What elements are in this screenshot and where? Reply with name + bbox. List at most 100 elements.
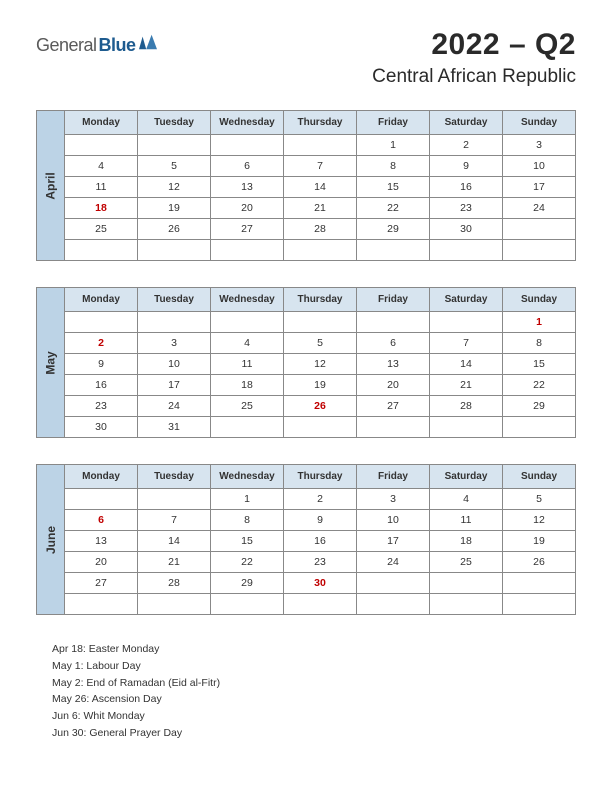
calendar-cell [357,573,430,594]
calendar-cell: 20 [65,552,138,573]
calendar-row: 23242526272829 [65,396,575,417]
calendar-cell: 26 [138,219,211,240]
calendar-cell [503,594,575,614]
calendar-cell [65,594,138,614]
calendar-row: 252627282930 [65,219,575,240]
calendar-cell [138,135,211,156]
calendar-cell: 5 [138,156,211,177]
weekday-header: Wednesday [211,465,284,489]
calendar-row: 20212223242526 [65,552,575,573]
calendar-cell: 15 [211,531,284,552]
calendar-cell [430,417,503,437]
calendar-cell: 30 [65,417,138,437]
weekday-header-row: MondayTuesdayWednesdayThursdayFridaySatu… [65,111,575,135]
calendar-cell: 11 [65,177,138,198]
calendar-row: 3031 [65,417,575,437]
calendar-cell: 18 [430,531,503,552]
calendar-cell: 8 [211,510,284,531]
calendar-cell: 6 [211,156,284,177]
calendar-cell: 2 [430,135,503,156]
month-name: April [44,172,58,199]
month-label: May [37,288,65,437]
calendar-row: 6789101112 [65,510,575,531]
calendar-cell: 26 [503,552,575,573]
calendar-cell [211,594,284,614]
weekday-header: Friday [357,111,430,135]
weekday-header: Thursday [284,111,357,135]
month-name: June [44,525,58,553]
calendar-cell [284,312,357,333]
weekday-header: Saturday [430,288,503,312]
holiday-item: Jun 30: General Prayer Day [52,725,576,742]
calendar-cell: 1 [357,135,430,156]
calendar-cell [430,594,503,614]
calendar-cell: 25 [211,396,284,417]
calendar-cell: 13 [211,177,284,198]
calendar-cell: 4 [65,156,138,177]
weekday-header-row: MondayTuesdayWednesdayThursdayFridaySatu… [65,465,575,489]
calendar-cell [357,240,430,260]
calendar-cell: 27 [357,396,430,417]
calendar-row: 1 [65,312,575,333]
holiday-item: Apr 18: Easter Monday [52,641,576,658]
weekday-header: Friday [357,288,430,312]
calendar-cell: 28 [430,396,503,417]
calendar-cell: 8 [357,156,430,177]
weekday-header: Wednesday [211,111,284,135]
calendar-cell: 11 [211,354,284,375]
calendar-cell: 14 [138,531,211,552]
calendar-cell: 10 [138,354,211,375]
calendar-cell: 21 [138,552,211,573]
calendar-cell: 13 [357,354,430,375]
calendar-cell [65,240,138,260]
holiday-item: May 1: Labour Day [52,658,576,675]
calendar-row: 2345678 [65,333,575,354]
calendar-cell: 16 [430,177,503,198]
holidays-list: Apr 18: Easter MondayMay 1: Labour DayMa… [36,641,576,742]
calendar-cell: 20 [357,375,430,396]
calendar-cell: 3 [138,333,211,354]
weekday-header: Sunday [503,288,575,312]
calendar-cell: 31 [138,417,211,437]
calendar-cell: 18 [211,375,284,396]
calendar-cell: 26 [284,396,357,417]
calendar-cell [211,135,284,156]
calendar-cell [211,417,284,437]
calendar-cell: 19 [138,198,211,219]
calendar-cell: 8 [503,333,575,354]
calendar-cell: 24 [357,552,430,573]
calendar-cell: 12 [138,177,211,198]
calendar-cell: 10 [357,510,430,531]
calendar-cell [357,312,430,333]
calendar-cell: 29 [503,396,575,417]
calendar-cell: 10 [503,156,575,177]
calendar-cell: 28 [284,219,357,240]
calendar-cell: 3 [357,489,430,510]
calendar-cell: 27 [211,219,284,240]
calendar-cell: 7 [430,333,503,354]
calendar-cell: 18 [65,198,138,219]
calendar-cell [503,417,575,437]
title-block: 2022 – Q2 Central African Republic [372,28,576,88]
logo: General Blue [36,34,157,56]
calendar-cell: 25 [65,219,138,240]
calendar-cell: 23 [65,396,138,417]
calendar-cell [503,219,575,240]
holiday-item: Jun 6: Whit Monday [52,708,576,725]
calendar-cell: 22 [211,552,284,573]
calendar-cell [138,594,211,614]
calendar-cell: 12 [503,510,575,531]
calendar-cell: 29 [357,219,430,240]
weekday-header: Saturday [430,465,503,489]
weekday-header-row: MondayTuesdayWednesdayThursdayFridaySatu… [65,288,575,312]
calendar-cell: 11 [430,510,503,531]
calendar-cell: 1 [503,312,575,333]
calendar-row: 18192021222324 [65,198,575,219]
calendar-cell [138,489,211,510]
calendar-cell: 17 [138,375,211,396]
calendar-row: 16171819202122 [65,375,575,396]
calendar-cell [65,489,138,510]
calendar-cell [138,312,211,333]
calendar-grid: MondayTuesdayWednesdayThursdayFridaySatu… [65,288,575,437]
weekday-header: Monday [65,465,138,489]
